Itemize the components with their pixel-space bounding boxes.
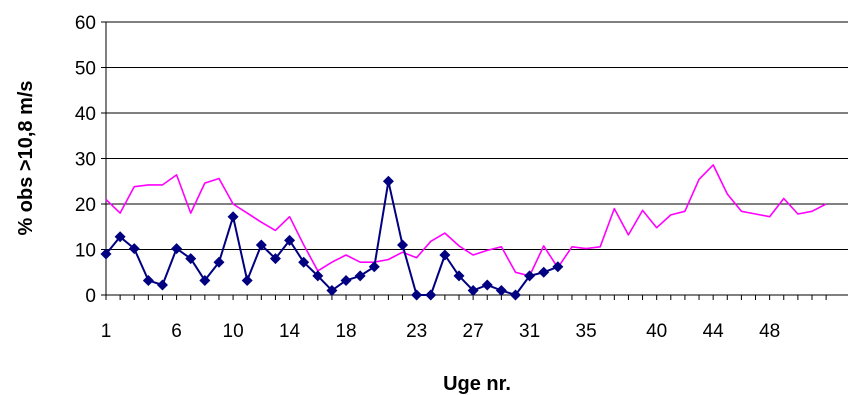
- x-axis-title: Uge nr.: [443, 373, 511, 395]
- y-tick-label: 50: [75, 59, 96, 80]
- x-tick-label: 14: [279, 321, 301, 342]
- tick-labels: 0 10 20 30 40 50 60 1 6 10 14 18 23 27 31 35 40 44 48: [75, 13, 780, 342]
- data-point: [552, 261, 564, 273]
- data-point: [382, 175, 394, 187]
- data-point: [368, 261, 380, 273]
- x-tick-label: 35: [576, 321, 597, 342]
- data-point: [185, 253, 197, 265]
- y-axis-title: % obs >10,8 m/s: [15, 80, 37, 235]
- x-tick-label: 31: [519, 321, 540, 342]
- data-point: [255, 239, 267, 251]
- data-point: [326, 284, 338, 296]
- x-tick-label: 40: [646, 321, 667, 342]
- data-point: [142, 274, 154, 286]
- data-point: [269, 253, 281, 265]
- data-point: [171, 243, 183, 255]
- series-1-line: [105, 180, 559, 296]
- x-tick-label: 44: [703, 321, 725, 342]
- gridlines: [106, 21, 848, 250]
- data-point: [340, 274, 352, 286]
- data-point: [241, 274, 253, 286]
- y-tick-label: 40: [75, 104, 96, 125]
- data-point: [411, 289, 423, 301]
- data-point: [213, 256, 225, 268]
- y-tick-label: 0: [85, 286, 96, 307]
- data-point: [227, 211, 239, 223]
- data-point: [538, 266, 550, 278]
- data-point: [298, 256, 310, 268]
- data-point: [114, 231, 126, 243]
- x-tick-label: 48: [759, 321, 780, 342]
- data-point: [156, 279, 168, 291]
- data-point: [128, 243, 140, 255]
- data-point: [524, 270, 536, 282]
- x-tick-label: 10: [223, 321, 244, 342]
- x-tick-label: 27: [463, 321, 484, 342]
- series-0-line: [105, 164, 827, 277]
- y-tick-label: 30: [75, 150, 96, 171]
- data-point: [495, 284, 507, 296]
- y-tick-label: 10: [75, 241, 96, 262]
- series: [100, 164, 827, 301]
- x-tick-label: 23: [406, 321, 427, 342]
- x-tick-label: 1: [101, 321, 112, 342]
- data-point: [312, 270, 324, 282]
- y-tick-label: 60: [75, 13, 96, 34]
- data-point: [481, 279, 493, 291]
- data-point: [425, 289, 437, 301]
- axes: [101, 21, 848, 300]
- x-tick-label: 6: [171, 321, 182, 342]
- data-point: [467, 284, 479, 296]
- x-tick-label: 18: [335, 321, 356, 342]
- y-tick-label: 20: [75, 195, 96, 216]
- data-point: [509, 289, 521, 301]
- data-point: [453, 270, 465, 282]
- data-point: [439, 249, 451, 261]
- data-point: [100, 248, 112, 260]
- data-point: [284, 234, 296, 246]
- data-point: [354, 270, 366, 282]
- data-point: [397, 239, 409, 251]
- data-point: [199, 274, 211, 286]
